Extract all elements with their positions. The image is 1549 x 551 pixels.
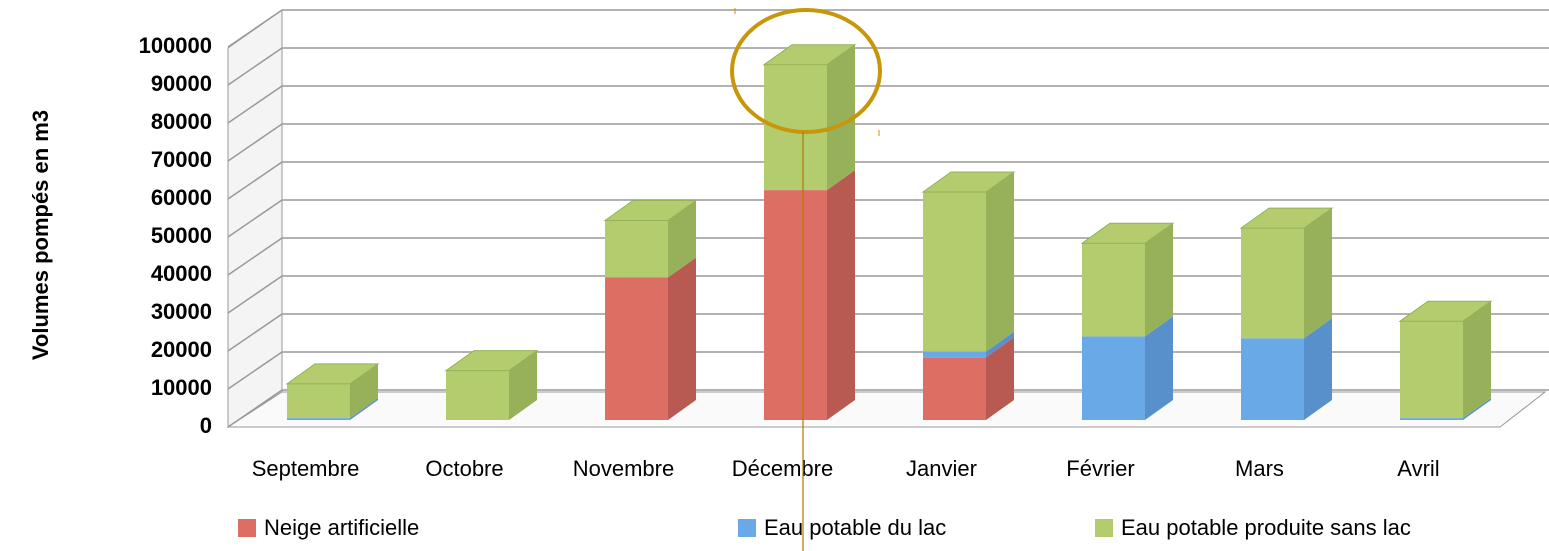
bar-side (509, 350, 537, 420)
bar-side (986, 331, 1014, 358)
bar-side (986, 337, 1014, 420)
bar-front (923, 351, 986, 358)
grid-line-side (227, 9, 283, 48)
y-tick-label: 10000 (151, 375, 212, 400)
bar-top (1080, 222, 1175, 244)
grid-line-side (227, 123, 283, 162)
bar-front (1241, 228, 1304, 339)
legend-label: Eau potable du lac (764, 515, 946, 540)
bar-segment (1400, 398, 1491, 420)
bar-segment (923, 337, 1014, 420)
legend-swatch (738, 519, 756, 537)
bar-top (921, 171, 1016, 193)
y-axis-title: Volumes pompés en m3 (28, 110, 53, 360)
bar-segment (923, 172, 1014, 352)
bar-segment (923, 331, 1014, 358)
bar-front (1082, 336, 1145, 420)
annotation-circle (730, 8, 882, 134)
bar-front (764, 190, 827, 420)
bar-front (1400, 321, 1463, 419)
bar-top (444, 350, 539, 372)
bar-front (1400, 418, 1463, 420)
grid-line-side (227, 47, 283, 86)
grid-line-side (227, 85, 283, 124)
x-tick-label: Décembre (732, 456, 833, 481)
bar-side (1145, 223, 1173, 337)
bar-segment (1082, 223, 1173, 337)
bar-top (603, 200, 698, 221)
y-tick-label: 80000 (151, 109, 212, 134)
bar-front (1082, 243, 1145, 337)
grid-line-side (227, 351, 283, 390)
y-tick-label: 40000 (151, 261, 212, 286)
grid-line-side (227, 237, 283, 276)
bar-front (1241, 338, 1304, 420)
grid-line-side (227, 199, 283, 238)
bar-segment (764, 170, 855, 420)
bar-segment (605, 200, 696, 278)
bar-front (923, 357, 986, 420)
y-tick-label: 50000 (151, 223, 212, 248)
bar-segment (605, 257, 696, 420)
floor (226, 391, 1547, 428)
bar-segment (764, 44, 855, 191)
bar-side (1463, 398, 1491, 420)
y-tick-label: 30000 (151, 299, 212, 324)
bar-side (1304, 208, 1332, 339)
bar-front (287, 383, 350, 419)
bar-side (668, 200, 696, 278)
bar-segment (287, 363, 378, 419)
grid-line-side (227, 389, 283, 428)
bar-side (1463, 301, 1491, 419)
bar-segment (446, 350, 537, 420)
x-tick-label: Janvier (906, 456, 977, 481)
grid-line-side (227, 313, 283, 352)
bar-top (762, 44, 857, 66)
y-tick-label: 100000 (139, 33, 212, 58)
x-tick-label: Octobre (425, 456, 503, 481)
grid-line-side (227, 161, 283, 200)
bar-segment (1241, 208, 1332, 339)
bar-front (605, 220, 668, 278)
y-tick-label: 70000 (151, 147, 212, 172)
legend-label: Neige artificielle (264, 515, 419, 540)
bar-top (1398, 300, 1493, 322)
x-tick-label: Septembre (252, 456, 360, 481)
bar-segment (287, 398, 378, 420)
bar-side (350, 363, 378, 419)
legend-label: Eau potable produite sans lac (1121, 515, 1411, 540)
bar-front (923, 192, 986, 352)
bar-front (446, 370, 509, 420)
bar-front (287, 418, 350, 420)
x-tick-label: Novembre (573, 456, 674, 481)
x-tick-label: Mars (1235, 456, 1284, 481)
y-tick-label: 90000 (151, 71, 212, 96)
bar-top (285, 363, 380, 385)
bar-segment (1400, 301, 1491, 419)
y-tick-label: 20000 (151, 337, 212, 362)
y-tick-label: 60000 (151, 185, 212, 210)
legend-swatch (238, 519, 256, 537)
x-tick-label: Février (1066, 456, 1134, 481)
bar-side (986, 172, 1014, 352)
bar-front (605, 277, 668, 420)
legend-swatch (1095, 519, 1113, 537)
bar-side (668, 257, 696, 420)
bar-side (350, 398, 378, 420)
bar-side (827, 44, 855, 191)
bar-side (827, 170, 855, 420)
y-tick-label: 0 (200, 413, 212, 438)
bar-segment (1241, 318, 1332, 420)
bar-side (1145, 316, 1173, 420)
x-tick-label: Avril (1397, 456, 1439, 481)
bar-segment (1082, 316, 1173, 420)
bar-side (1304, 318, 1332, 420)
plot-background (226, 9, 1547, 428)
bar-top (1239, 207, 1334, 229)
grid-line-side (227, 275, 283, 314)
